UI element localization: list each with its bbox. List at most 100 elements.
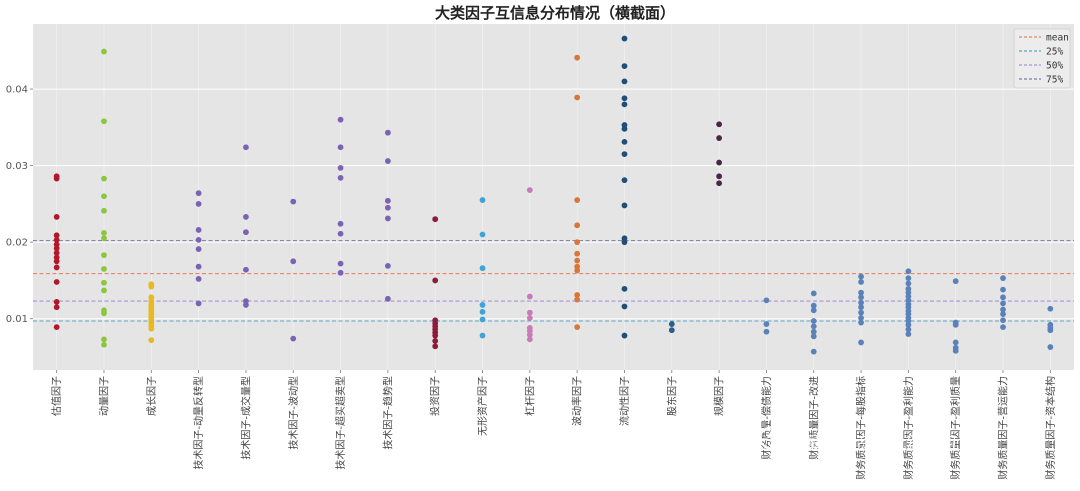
data-point <box>621 35 628 42</box>
x-tick-label: 估值因子 <box>50 376 63 416</box>
data-point <box>574 267 581 274</box>
x-tick-label: 流动性因子 <box>618 376 631 426</box>
x-tick-label: 技术因子-动量反转型 <box>192 376 205 470</box>
data-point <box>290 258 297 265</box>
data-point <box>621 151 628 158</box>
data-point <box>101 230 107 236</box>
data-point <box>621 285 628 292</box>
data-point <box>858 309 864 316</box>
data-point <box>668 321 675 327</box>
data-point <box>810 333 817 340</box>
data-point <box>621 177 628 184</box>
data-point <box>53 175 60 182</box>
x-tick-label: 财务质量因子-盈利能力 <box>902 376 915 480</box>
data-point <box>53 214 60 220</box>
data-point <box>337 174 344 181</box>
data-point <box>621 63 628 70</box>
data-point <box>1047 327 1054 334</box>
data-point <box>337 260 344 267</box>
data-point <box>432 338 439 344</box>
data-point <box>763 297 770 304</box>
data-point <box>574 324 581 331</box>
x-tick-label: 波动率因子 <box>571 376 584 426</box>
chart-title: 大类因子互信息分布情况（横截面） <box>435 4 675 22</box>
x-tick-label: 动量因子 <box>98 376 110 416</box>
data-point <box>148 325 155 332</box>
data-point <box>716 121 723 128</box>
data-point <box>858 319 864 326</box>
data-point <box>101 341 107 348</box>
data-point <box>526 293 533 300</box>
x-tick-label: 财务质量因子-盈利质量 <box>949 376 962 480</box>
wechat-icon <box>758 425 802 459</box>
data-point <box>101 48 107 55</box>
data-point <box>101 252 107 259</box>
x-tick-label: 技术因子-趋势型 <box>381 376 394 450</box>
data-point <box>810 348 817 355</box>
data-point <box>716 180 723 187</box>
data-point <box>858 279 864 285</box>
data-point <box>1000 324 1006 331</box>
data-point <box>905 280 912 287</box>
data-point <box>905 331 912 337</box>
data-point <box>337 230 344 237</box>
data-point <box>101 118 107 125</box>
data-point <box>384 204 391 211</box>
data-point <box>763 328 770 335</box>
data-point <box>195 300 202 307</box>
data-point <box>1000 317 1006 324</box>
data-point <box>952 321 959 328</box>
data-point <box>810 302 817 309</box>
data-point <box>243 266 249 273</box>
data-point <box>858 273 864 280</box>
data-point <box>432 216 439 223</box>
data-point <box>526 187 533 194</box>
data-point <box>479 302 486 308</box>
data-point <box>716 159 723 166</box>
data-point <box>858 339 864 346</box>
data-point <box>290 335 297 342</box>
y-tick-label: 0.04 <box>6 85 28 96</box>
data-point <box>905 321 912 328</box>
data-point <box>858 289 864 296</box>
data-point <box>1000 300 1006 307</box>
data-point <box>858 299 864 306</box>
x-tick-label: 财务质量因子-改进 <box>807 376 820 460</box>
data-point <box>432 343 439 350</box>
data-point <box>716 173 723 180</box>
data-point <box>621 332 628 339</box>
data-point <box>337 165 344 171</box>
data-point <box>195 227 202 233</box>
data-point <box>716 135 723 141</box>
data-point <box>621 101 628 108</box>
data-point <box>384 197 391 204</box>
data-point <box>53 324 60 331</box>
data-point <box>290 198 297 205</box>
data-point <box>621 78 628 85</box>
data-point <box>574 239 581 246</box>
data-point <box>101 207 107 214</box>
data-point <box>53 245 60 252</box>
data-point <box>101 235 107 242</box>
data-point <box>101 287 107 294</box>
data-point <box>526 336 533 343</box>
x-tick-label: 技术因子-成交量型 <box>239 376 252 460</box>
legend-label: 25% <box>1046 47 1063 58</box>
data-point <box>1000 275 1006 282</box>
data-point <box>1000 286 1006 293</box>
data-point <box>337 220 344 227</box>
data-point <box>621 202 628 209</box>
x-tick-label: 无形资产因子 <box>476 376 489 436</box>
data-point <box>384 158 391 164</box>
data-point <box>101 193 107 200</box>
legend-label: 50% <box>1046 61 1063 72</box>
y-tick-label: 0.01 <box>6 314 28 325</box>
data-point <box>148 283 155 290</box>
data-point <box>574 197 581 203</box>
data-point <box>810 328 817 335</box>
data-point <box>905 275 912 282</box>
data-point <box>574 250 581 257</box>
data-point <box>621 303 628 310</box>
data-point <box>195 276 202 282</box>
legend-label: 75% <box>1046 75 1063 86</box>
